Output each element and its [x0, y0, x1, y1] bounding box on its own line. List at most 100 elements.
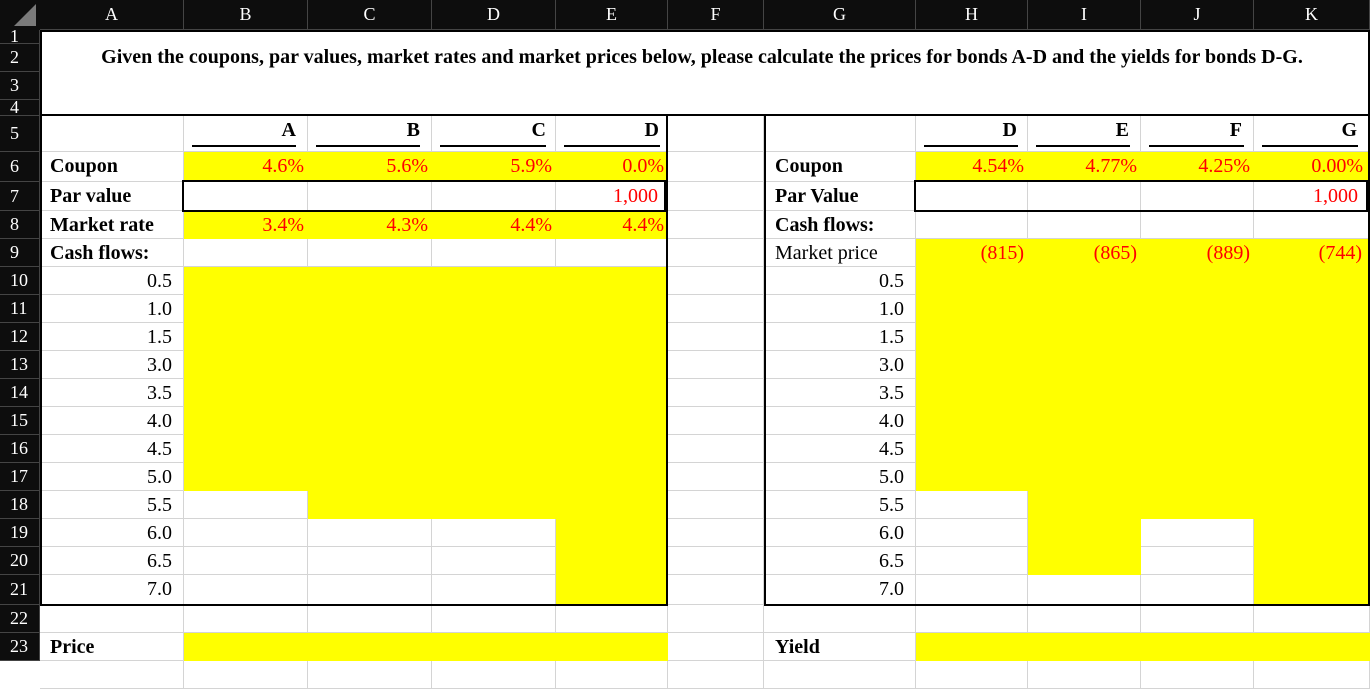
cell[interactable]: [668, 351, 764, 379]
coupon-cell[interactable]: 4.54%: [972, 155, 1024, 177]
cell[interactable]: [668, 633, 764, 661]
cash-flow-area[interactable]: [556, 519, 668, 605]
column-header-i[interactable]: I: [1028, 0, 1141, 30]
cell[interactable]: [184, 116, 308, 152]
cell[interactable]: [668, 575, 764, 605]
cell[interactable]: [432, 661, 556, 689]
cell[interactable]: [764, 116, 916, 152]
cell[interactable]: [668, 605, 764, 633]
cell[interactable]: [764, 519, 916, 547]
market-price-cell[interactable]: (889): [1206, 242, 1250, 264]
row-header-9[interactable]: 9: [0, 239, 40, 267]
cash-flow-area[interactable]: [1028, 491, 1370, 519]
cell[interactable]: [1028, 605, 1141, 633]
cell[interactable]: [40, 239, 184, 267]
cash-flow-area[interactable]: [308, 491, 668, 519]
cell[interactable]: [668, 295, 764, 323]
cell[interactable]: [764, 267, 916, 295]
cell[interactable]: [764, 407, 916, 435]
cell[interactable]: [668, 491, 764, 519]
cell[interactable]: [916, 661, 1028, 689]
cell[interactable]: [764, 351, 916, 379]
cell[interactable]: [40, 116, 184, 152]
row-header-11[interactable]: 11: [0, 295, 40, 323]
market-rate-cell[interactable]: 3.4%: [262, 214, 304, 236]
row-header-8[interactable]: 8: [0, 211, 40, 239]
row-header-13[interactable]: 13: [0, 351, 40, 379]
cell[interactable]: [668, 267, 764, 295]
cell[interactable]: [308, 519, 432, 547]
coupon-input-row[interactable]: [916, 152, 1370, 182]
column-header-a[interactable]: A: [40, 0, 184, 30]
row-header-20[interactable]: 20: [0, 547, 40, 575]
cell[interactable]: [40, 152, 184, 182]
cell[interactable]: [764, 463, 916, 491]
cash-flow-area[interactable]: [1028, 519, 1141, 575]
cell[interactable]: [668, 379, 764, 407]
coupon-cell[interactable]: 0.00%: [1311, 155, 1363, 177]
cell[interactable]: [668, 323, 764, 351]
cell[interactable]: [184, 519, 308, 547]
column-header-j[interactable]: J: [1141, 0, 1254, 30]
column-header-e[interactable]: E: [556, 0, 668, 30]
cell[interactable]: [668, 407, 764, 435]
cell[interactable]: [764, 491, 916, 519]
cell[interactable]: [40, 211, 184, 239]
coupon-cell[interactable]: 4.25%: [1198, 155, 1250, 177]
coupon-cell[interactable]: 4.77%: [1085, 155, 1137, 177]
cell[interactable]: [40, 547, 184, 575]
column-header-g[interactable]: G: [764, 0, 916, 30]
cell[interactable]: [432, 239, 556, 267]
cell[interactable]: [764, 661, 916, 689]
cell[interactable]: [308, 547, 432, 575]
market-rate-cell[interactable]: 4.4%: [622, 214, 664, 236]
cell[interactable]: [916, 519, 1028, 547]
cash-flow-area[interactable]: [916, 239, 1370, 491]
row-header-22[interactable]: 22: [0, 605, 40, 633]
price-output-row[interactable]: [184, 633, 668, 661]
cell[interactable]: [1254, 661, 1370, 689]
market-price-cell[interactable]: (744): [1318, 242, 1362, 264]
row-header-7[interactable]: 7: [0, 182, 40, 211]
cell[interactable]: [668, 547, 764, 575]
cell[interactable]: [916, 605, 1028, 633]
cell[interactable]: [1141, 211, 1254, 239]
cell[interactable]: [764, 547, 916, 575]
row-header-3[interactable]: 3: [0, 72, 40, 100]
cell[interactable]: [184, 239, 308, 267]
cell[interactable]: [184, 661, 308, 689]
cell[interactable]: [764, 379, 916, 407]
column-header-h[interactable]: H: [916, 0, 1028, 30]
cell[interactable]: [668, 211, 764, 239]
cell[interactable]: [40, 379, 184, 407]
market-rate-cell[interactable]: 4.3%: [386, 214, 428, 236]
cell[interactable]: [40, 323, 184, 351]
cell[interactable]: [308, 116, 432, 152]
cell[interactable]: [556, 605, 668, 633]
row-header-17[interactable]: 17: [0, 463, 40, 491]
cell[interactable]: [1141, 661, 1254, 689]
cell[interactable]: [668, 435, 764, 463]
row-header-18[interactable]: 18: [0, 491, 40, 519]
market-price-cell[interactable]: (865): [1093, 242, 1137, 264]
cell[interactable]: [432, 519, 556, 547]
cell[interactable]: [432, 116, 556, 152]
cell[interactable]: [668, 116, 764, 152]
cell[interactable]: [764, 323, 916, 351]
row-header-2[interactable]: 2: [0, 44, 40, 72]
cell[interactable]: [668, 239, 764, 267]
cash-flow-area[interactable]: [184, 267, 668, 491]
market-rate-input-row[interactable]: [184, 211, 668, 239]
cell[interactable]: [40, 435, 184, 463]
cell[interactable]: [1028, 661, 1141, 689]
cell[interactable]: [1254, 605, 1370, 633]
cell[interactable]: [184, 491, 308, 519]
cell[interactable]: [432, 547, 556, 575]
row-header-21[interactable]: 21: [0, 575, 40, 605]
cell[interactable]: [556, 661, 668, 689]
row-header-1[interactable]: 1: [0, 26, 40, 46]
cell[interactable]: [764, 239, 916, 267]
row-header-6[interactable]: 6: [0, 152, 40, 182]
row-header-15[interactable]: 15: [0, 407, 40, 435]
cell[interactable]: [432, 605, 556, 633]
